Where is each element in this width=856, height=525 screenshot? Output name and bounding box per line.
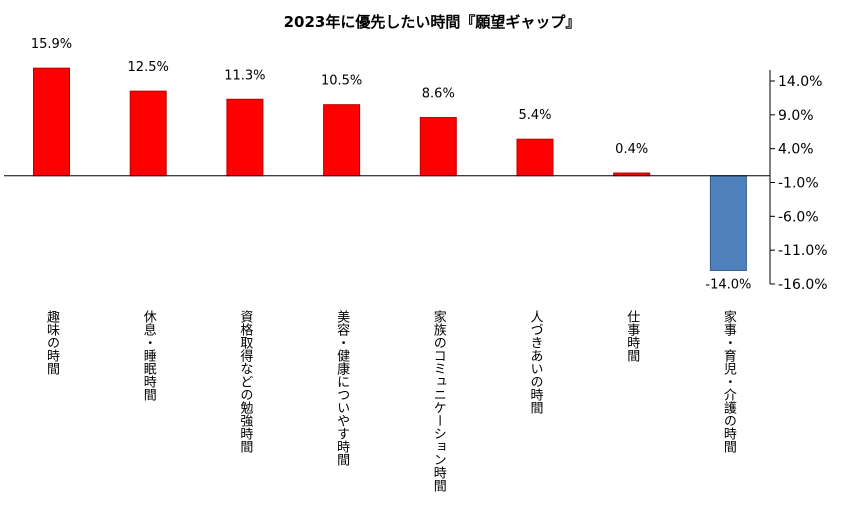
y-tick-label-3: 4.0%	[778, 142, 814, 158]
bar-1	[33, 67, 70, 177]
y-tick-label-1: 14.0%	[778, 74, 822, 90]
bar-3	[226, 98, 264, 177]
category-label-6: 人づきあいの時間	[528, 310, 544, 415]
bar-2	[129, 90, 167, 177]
y-tick-label-5: -6.0%	[778, 209, 819, 225]
y-tick-label-2: 9.0%	[778, 108, 814, 124]
chart-title: 2023年に優先したい時間『願望ギャップ』	[284, 13, 581, 31]
category-label-7: 仕事時間	[624, 310, 640, 363]
value-label-6: 5.4%	[518, 108, 551, 123]
bar-4	[323, 104, 361, 177]
category-label-5: 家族のコミュニケーション時間	[431, 309, 447, 493]
bar-6	[516, 138, 554, 177]
value-label-8: -14.0%	[705, 277, 751, 292]
value-label-5: 8.6%	[422, 87, 455, 102]
category-label-8: 家事・育児・介護の時間	[721, 309, 737, 454]
value-label-2: 12.5%	[128, 60, 169, 75]
category-label-3: 資格取得などの勉強時間	[237, 310, 253, 454]
category-label-1: 趣味の時間	[44, 310, 60, 376]
category-label-4: 美容・健康についやす時間	[334, 310, 350, 467]
value-label-3: 11.3%	[224, 68, 265, 83]
category-labels-group: 趣味の時間 休息・睡眠時間 資格取得などの勉強時間 美容・健康についやす時間 家族のコミ…	[44, 309, 736, 493]
value-labels-group: 15.9% 12.5% 11.3% 10.5% 8.6% 5.4% 0.4% -14.0%	[31, 37, 752, 292]
value-label-7: 0.4%	[615, 142, 648, 157]
y-axis: 14.0% 9.0% 4.0% -1.0% -6.0% -11.0% -16.0%	[769, 70, 828, 293]
category-label-2: 休息・睡眠時間	[141, 310, 157, 402]
y-tick-label-4: -1.0%	[778, 176, 819, 192]
y-tick-label-7: -16.0%	[778, 277, 828, 293]
value-label-4: 10.5%	[321, 74, 362, 89]
y-tick-label-6: -11.0%	[778, 243, 828, 259]
bars-group	[33, 67, 747, 271]
value-label-1: 15.9%	[31, 37, 72, 52]
bar-5	[419, 117, 457, 177]
bar-8	[709, 175, 747, 271]
